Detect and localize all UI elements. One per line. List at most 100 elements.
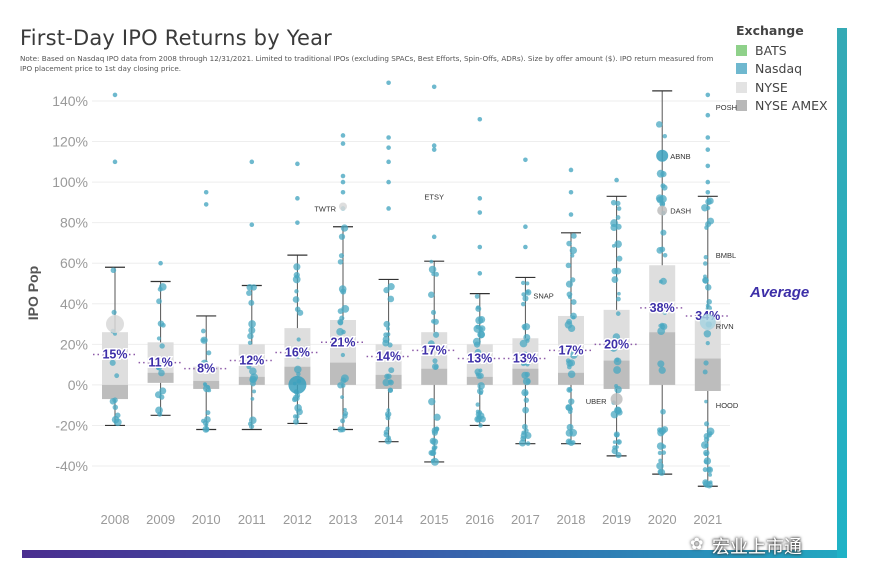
data-point	[566, 291, 573, 298]
data-point	[434, 426, 440, 432]
data-point	[616, 296, 621, 302]
data-point	[703, 459, 709, 464]
data-point	[387, 342, 393, 348]
outlier-point	[386, 80, 391, 86]
data-point	[569, 246, 578, 255]
legend-label-nyse-amex: NYSE AMEX	[755, 98, 828, 114]
data-point	[521, 292, 526, 297]
outlier-point	[705, 179, 711, 185]
data-point	[112, 404, 119, 411]
data-point	[384, 437, 392, 445]
data-point	[429, 259, 434, 264]
data-point	[522, 351, 528, 357]
legend-item-nasdaq[interactable]: Nasdaq	[736, 60, 828, 79]
outlier-point	[568, 212, 574, 217]
data-point	[566, 423, 574, 431]
y-tick-label: 20%	[60, 336, 88, 352]
data-point	[565, 438, 572, 445]
box-lower	[558, 372, 584, 385]
chart-note: Note: Based on Nasdaq IPO data from 2008…	[20, 54, 714, 73]
data-point	[524, 431, 532, 439]
data-point	[703, 480, 711, 488]
data-point	[705, 305, 713, 312]
y-tick-label: 60%	[60, 255, 88, 271]
x-tick-label: 2021	[693, 512, 722, 527]
data-point	[656, 305, 665, 313]
legend-item-bats[interactable]: BATS	[736, 41, 828, 60]
x-tick-label: 2008	[101, 512, 130, 527]
data-point	[433, 413, 441, 421]
data-point	[340, 418, 346, 424]
data-point	[568, 398, 575, 405]
y-tick-label: 0%	[68, 377, 88, 393]
data-point	[661, 450, 667, 455]
data-point	[661, 426, 669, 433]
data-point	[706, 299, 712, 305]
data-point	[571, 233, 577, 239]
data-point	[614, 383, 619, 388]
legend-item-nyse-amex[interactable]: NYSE AMEX	[736, 97, 828, 116]
y-tick-label: 140%	[52, 93, 88, 109]
data-point	[656, 462, 664, 470]
data-point	[612, 333, 621, 341]
data-point	[570, 253, 575, 258]
x-tick-label: 2013	[329, 512, 358, 527]
data-point	[203, 382, 208, 387]
legend-label-nyse: NYSE	[755, 79, 788, 95]
data-point	[662, 310, 668, 315]
data-point	[614, 432, 620, 438]
data-point	[338, 233, 346, 240]
data-point	[703, 360, 709, 366]
box-upper	[284, 328, 311, 367]
data-point	[662, 133, 668, 139]
data-point	[703, 255, 709, 260]
outlier-point	[386, 159, 391, 165]
data-point	[250, 397, 255, 401]
outlier-point	[705, 92, 711, 98]
data-point	[521, 388, 529, 397]
data-point	[614, 240, 622, 248]
data-point	[382, 378, 390, 387]
data-point	[385, 415, 391, 421]
data-point	[567, 370, 576, 378]
data-point	[292, 296, 300, 303]
annotation-label: POSH	[716, 103, 737, 112]
data-point	[158, 369, 165, 377]
data-point	[519, 439, 527, 447]
data-point	[703, 436, 710, 443]
data-point	[525, 281, 530, 286]
data-point	[522, 295, 529, 302]
data-point	[156, 365, 162, 371]
data-point	[477, 330, 485, 339]
outlier-point	[431, 143, 437, 148]
data-point	[337, 426, 344, 433]
data-point	[614, 267, 622, 275]
data-point	[476, 305, 481, 310]
data-point	[200, 328, 206, 334]
large-ipo-point	[657, 205, 668, 216]
outlier-point	[477, 196, 483, 201]
data-point	[248, 326, 256, 334]
legend-swatch-nasdaq	[736, 63, 747, 75]
y-tick-label: 40%	[60, 296, 88, 312]
data-point	[433, 331, 440, 338]
legend-item-nyse[interactable]: NYSE	[736, 78, 828, 97]
outlier-point	[705, 147, 711, 152]
large-ipo-point	[339, 202, 347, 211]
data-point	[522, 326, 527, 331]
x-tick-label: 2009	[146, 512, 175, 527]
data-point	[520, 361, 526, 367]
outlier-point	[386, 179, 391, 185]
data-point	[522, 406, 529, 414]
x-tick-label: 2012	[283, 512, 312, 527]
data-point	[703, 330, 712, 338]
data-point	[246, 364, 252, 370]
data-point	[246, 290, 252, 296]
data-point	[431, 319, 436, 324]
data-point	[525, 362, 530, 367]
outlier-point	[705, 112, 711, 118]
y-tick-label: -40%	[55, 458, 88, 474]
data-point	[293, 263, 301, 271]
large-ipo-point	[699, 314, 716, 331]
data-point	[615, 451, 622, 459]
